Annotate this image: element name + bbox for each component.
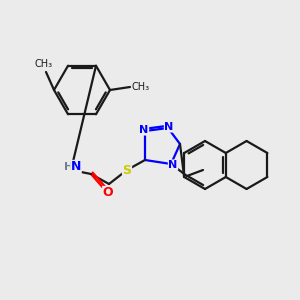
Text: N: N [71,160,81,173]
Text: S: S [122,164,131,176]
Text: N: N [140,125,148,135]
Text: CH₃: CH₃ [35,59,53,69]
Text: O: O [103,187,113,200]
Text: H: H [64,162,74,172]
Text: CH₃: CH₃ [132,82,150,92]
Text: N: N [164,122,174,132]
Text: N: N [168,160,178,170]
